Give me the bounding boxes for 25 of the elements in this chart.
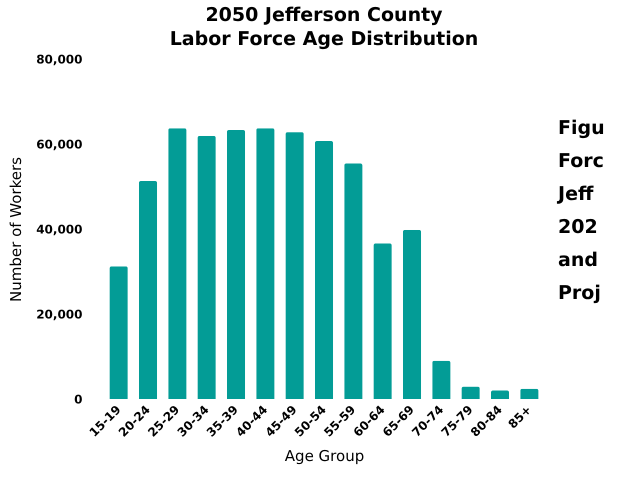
bar bbox=[314, 141, 334, 399]
y-tick-label: 40,000 bbox=[36, 222, 82, 236]
x-tick-label: 85+ bbox=[505, 402, 534, 432]
text: Figu Forc Jeff 202 and Proj bbox=[556, 117, 605, 304]
bar bbox=[462, 386, 480, 399]
bar bbox=[256, 128, 274, 399]
bar bbox=[138, 180, 158, 399]
x-axis-title: Age Group bbox=[284, 446, 364, 465]
bar bbox=[110, 266, 128, 399]
bar bbox=[432, 360, 450, 399]
bar bbox=[226, 130, 246, 399]
bar bbox=[344, 164, 362, 399]
bar bbox=[374, 243, 392, 399]
bar bbox=[198, 136, 216, 399]
bar bbox=[490, 390, 510, 399]
y-tick-label: 20,000 bbox=[36, 308, 82, 322]
bar bbox=[286, 132, 304, 399]
chart-title: 2050 Jefferson County Labor Force Age Distribution bbox=[170, 4, 478, 50]
y-tick-label: 0 bbox=[74, 392, 82, 406]
bar bbox=[402, 230, 422, 399]
y-axis-title: Number of Workers bbox=[7, 156, 26, 302]
y-tick-label: 80,000 bbox=[36, 52, 82, 66]
bar bbox=[520, 388, 538, 399]
bar bbox=[168, 128, 186, 399]
y-tick-label: 60,000 bbox=[36, 138, 82, 152]
